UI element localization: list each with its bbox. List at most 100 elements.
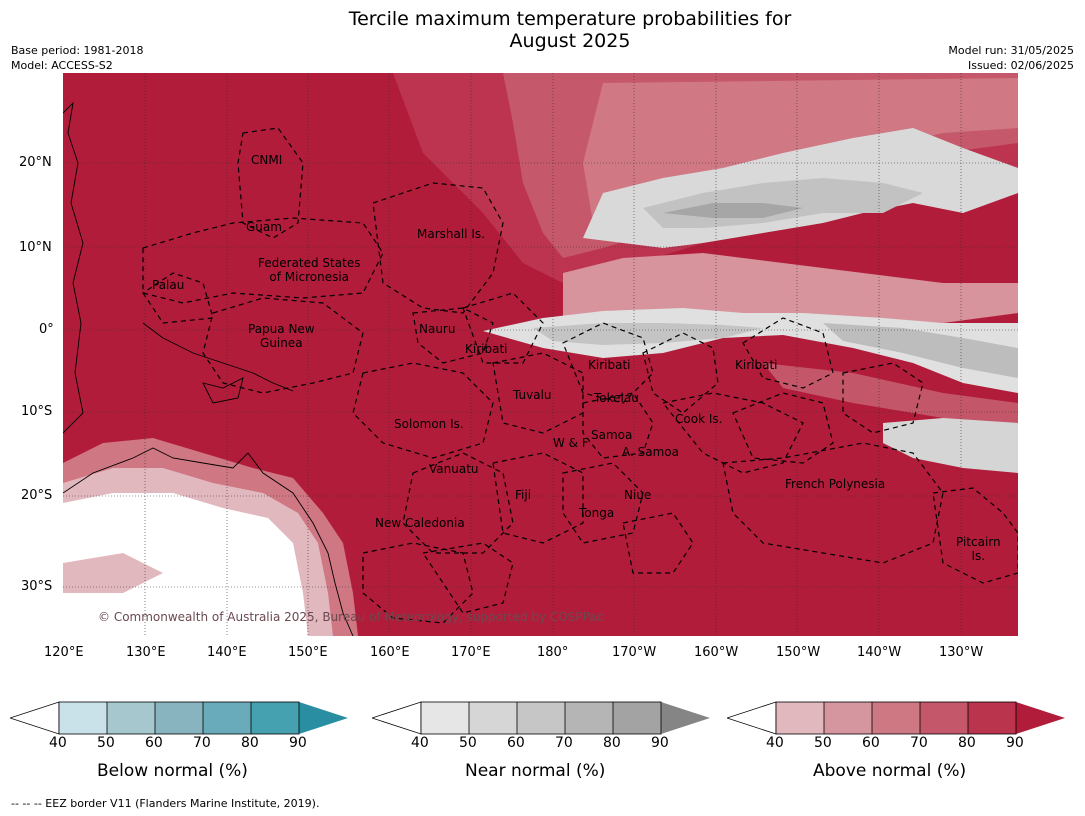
coastlines (63, 101, 354, 636)
region-label-cook: Cook Is. (675, 412, 723, 426)
tick: 70 (910, 735, 928, 751)
eez-borders (142, 127, 1018, 624)
region-label-palau: Palau (152, 278, 185, 292)
region-label-vanuatu: Vanuatu (429, 462, 479, 476)
lat-label-10s: 10°S (21, 404, 53, 419)
lat-label-30s: 30°S (21, 579, 53, 594)
colorbar-below-title: Below normal (%) (97, 761, 248, 781)
region-label-fiji: Fiji (515, 488, 532, 502)
colorbar-below-normal-scale (10, 701, 348, 735)
colorbar-swatch (661, 702, 710, 734)
colorbar-swatch (107, 702, 155, 734)
near-normal-60-east (823, 323, 1018, 378)
title-line-1: Tercile maximum temperature probabilitie… (348, 8, 792, 30)
region-label-american-samoa: A. Samoa (622, 445, 679, 459)
colorbar-swatch (1016, 702, 1065, 734)
region-label-marshall: Marshall Is. (417, 227, 485, 241)
issued-date: Issued: 02/06/2025 (967, 59, 1074, 72)
region-label-tonga: Tonga (579, 506, 615, 520)
region-label-nauru: Nauru (419, 322, 456, 336)
eez-border-legend: -- -- -- EEZ border V11 (Flanders Marine… (11, 797, 320, 810)
lon-label-130e: 130°E (126, 645, 166, 660)
lon-label-170w: 170°W (612, 645, 657, 660)
graticule (63, 73, 1018, 636)
tick: 90 (651, 735, 669, 751)
no-dominant-category-australia (63, 493, 308, 636)
near-normal-80-north (663, 203, 803, 218)
tick: 90 (289, 735, 307, 751)
lon-label-140w: 140°W (857, 645, 902, 660)
region-label-pitcairn: Pitcairn Is. (956, 535, 1001, 563)
lat-label-0: 0° (39, 322, 54, 337)
tick: 60 (145, 735, 163, 751)
region-label-tokelau: Tokelau (594, 391, 639, 405)
meta-right: Model run: 31/05/2025 Issued: 02/06/2025 (948, 43, 1074, 73)
tick: 40 (766, 735, 784, 751)
lon-label-170e: 170°E (451, 645, 491, 660)
region-label-pitcairn-line1: Pitcairn (956, 535, 1001, 549)
lon-label-160w: 160°W (694, 645, 739, 660)
region-label-fsm-line2: of Micronesia (269, 270, 350, 284)
tick: 60 (862, 735, 880, 751)
tick: 50 (459, 735, 477, 751)
copyright-notice: © Commonwealth of Australia 2025, Bureau… (98, 610, 604, 624)
region-label-png-line2: Guinea (260, 336, 303, 350)
colorbar-near-title: Near normal (%) (465, 761, 606, 781)
lon-label-150e: 150°E (288, 645, 328, 660)
model-run: Model run: 31/05/2025 (948, 44, 1074, 57)
colorbar-swatch (613, 702, 661, 734)
lat-label-20s: 20°S (21, 488, 53, 503)
colorbar-swatch (469, 702, 517, 734)
tick: 90 (1006, 735, 1024, 751)
colorbar-swatch (920, 702, 968, 734)
above-normal-70-east (763, 363, 1018, 423)
probability-map (63, 73, 1018, 636)
tick: 60 (507, 735, 525, 751)
colorbar-swatch (421, 702, 469, 734)
meta-left: Base period: 1981-2018 Model: ACCESS-S2 (11, 43, 143, 73)
region-label-samoa: Samoa (591, 428, 633, 442)
colorbar-swatch (155, 702, 203, 734)
tick: 70 (193, 735, 211, 751)
colorbar-above-normal-scale (727, 701, 1065, 735)
lon-label-130w: 130°W (939, 645, 984, 660)
region-label-kiribati-central: Kiribati (588, 358, 631, 372)
lat-label-20n: 20°N (19, 155, 52, 170)
region-label-french-polynesia: French Polynesia (785, 477, 886, 491)
above-normal-40-southwest (63, 553, 163, 593)
colorbar-swatch (59, 702, 107, 734)
title-line-2: August 2025 (509, 30, 631, 52)
region-label-png-line1: Papua New (248, 322, 315, 336)
region-label-niue: Niue (624, 488, 652, 502)
tick: 80 (958, 735, 976, 751)
colorbar-swatch (299, 702, 348, 734)
tick: 50 (97, 735, 115, 751)
tick: 80 (603, 735, 621, 751)
tick: 50 (814, 735, 832, 751)
region-label-new-caledonia: New Caledonia (375, 516, 465, 530)
colorbar-swatch (968, 702, 1016, 734)
region-label-cnmi: CNMI (251, 153, 283, 167)
tick: 40 (49, 735, 67, 751)
colorbar-below-normal (10, 701, 350, 735)
map-title: Tercile maximum temperature probabilitie… (0, 8, 1085, 52)
colorbar-above-title: Above normal (%) (813, 761, 967, 781)
colorbar-swatch (517, 702, 565, 734)
region-label-tuvalu: Tuvalu (513, 388, 552, 402)
tick: 70 (555, 735, 573, 751)
colorbar-swatch (203, 702, 251, 734)
tick: 40 (411, 735, 429, 751)
lat-label-10n: 10°N (19, 240, 52, 255)
model-name: Model: ACCESS-S2 (11, 59, 113, 72)
lon-label-120e: 120°E (44, 645, 84, 660)
region-label-fsm-line1: Federated States (258, 256, 361, 270)
colorbar-swatch (872, 702, 920, 734)
lon-label-160e: 160°E (370, 645, 410, 660)
region-label-fsm: Federated States of Micronesia (258, 256, 360, 284)
lon-label-180: 180° (537, 645, 569, 660)
map-canvas (63, 73, 1018, 636)
near-normal-60-equatorial (533, 323, 763, 345)
tick: 80 (241, 735, 259, 751)
colorbar-swatch (824, 702, 872, 734)
colorbar-near-normal-scale (372, 701, 710, 735)
